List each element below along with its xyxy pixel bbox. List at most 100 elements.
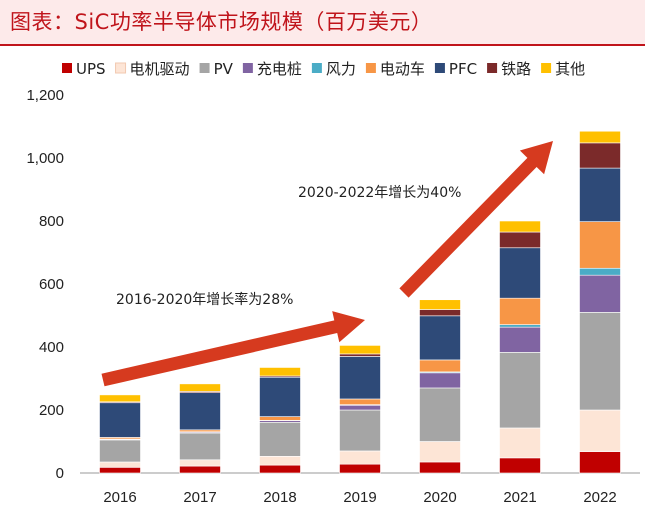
bar-segment <box>499 247 541 299</box>
bar-segment <box>339 463 381 474</box>
legend-swatch <box>242 63 253 73</box>
title-bar: 图表：SiC功率半导体市场规模（百万美元） <box>0 0 645 44</box>
legend-item: 电动车 <box>365 60 425 78</box>
legend-swatch <box>487 63 498 73</box>
legend-swatch <box>115 62 127 74</box>
bar-stack-2021 <box>499 220 541 474</box>
bar-segment <box>339 353 381 357</box>
bar-segment <box>499 324 541 328</box>
bar-segment <box>259 367 301 377</box>
bar-segment <box>579 142 621 169</box>
bar-segment <box>339 409 381 452</box>
bars <box>99 130 621 474</box>
legend-item: PFC <box>434 60 477 78</box>
bar-segment <box>579 451 621 474</box>
legend-item: 电机驱动 <box>115 60 190 78</box>
bar-segment <box>259 376 301 417</box>
bar-segment <box>99 402 141 438</box>
growth-arrow-2016-2020 <box>101 311 365 387</box>
growth-annotation: 2020-2022年增长为40% <box>298 185 461 201</box>
legend-label: 电动车 <box>380 60 425 78</box>
legend-swatch <box>365 63 376 73</box>
bar-segment <box>579 312 621 411</box>
legend-swatch <box>199 63 210 73</box>
title-divider <box>0 44 645 46</box>
x-tick-label: 2022 <box>583 489 616 506</box>
legend: UPS 电机驱动 PV 充电桩 风力 电动车 PFC 铁路 其他 <box>62 60 585 78</box>
y-tick-label: 1,000 <box>26 150 64 167</box>
bar-segment <box>179 459 221 467</box>
bar-stack-2019 <box>339 345 381 474</box>
bar-stack-2016 <box>99 394 141 474</box>
y-tick-label: 0 <box>56 465 64 482</box>
x-tick-label: 2016 <box>103 489 136 506</box>
bar-segment <box>499 427 541 459</box>
legend-label: PV <box>214 60 234 78</box>
bar-segment <box>419 299 461 310</box>
legend-label: 电机驱动 <box>130 60 190 78</box>
y-tick-label: 800 <box>39 213 64 230</box>
bar-segment <box>339 398 381 405</box>
legend-item: PV <box>199 60 234 78</box>
y-tick-label: 200 <box>39 402 64 419</box>
bar-segment <box>499 352 541 429</box>
y-tick-label: 600 <box>39 276 64 293</box>
bar-segment <box>259 421 301 457</box>
bar-segment <box>579 267 621 276</box>
bar-stack-2018 <box>259 367 301 474</box>
legend-label: 风力 <box>326 60 356 78</box>
page-title: 图表：SiC功率半导体市场规模（百万美元） <box>10 10 433 34</box>
bar-segment <box>499 326 541 353</box>
bar-segment <box>419 387 461 442</box>
bar-stack-2020 <box>419 299 461 474</box>
x-tick-label: 2018 <box>263 489 296 506</box>
legend-item: 充电桩 <box>242 60 302 78</box>
bar-segment <box>179 383 221 392</box>
legend-label: PFC <box>449 60 477 78</box>
legend-item: 风力 <box>311 60 356 78</box>
legend-label: 其他 <box>555 60 585 78</box>
x-axis: 2016 2017 2018 2019 2020 2021 2022 <box>103 489 616 506</box>
bar-segment <box>179 392 221 431</box>
bar-segment <box>579 221 621 269</box>
bar-segment <box>259 464 301 474</box>
bar-segment <box>579 409 621 452</box>
bar-segment <box>99 439 141 463</box>
x-tick-label: 2021 <box>503 489 536 506</box>
y-tick-label: 400 <box>39 339 64 356</box>
bar-stack-2022 <box>579 130 621 474</box>
bar-segment <box>339 404 381 411</box>
x-tick-label: 2017 <box>183 489 216 506</box>
bar-segment <box>339 345 381 355</box>
bar-segment <box>99 461 141 468</box>
bar-segment <box>579 274 621 313</box>
bar-segment <box>339 450 381 465</box>
legend-swatch <box>434 63 445 73</box>
bar-segment <box>259 416 301 421</box>
bar-segment <box>339 356 381 400</box>
bar-segment <box>179 465 221 474</box>
legend-label: UPS <box>76 60 106 78</box>
growth-arrows <box>101 141 553 387</box>
bar-segment <box>579 167 621 222</box>
bar-segment <box>99 394 141 403</box>
y-tick-label: 1,200 <box>26 87 64 104</box>
legend-item: 铁路 <box>487 60 531 78</box>
bar-segment <box>419 315 461 361</box>
y-axis: 0 200 400 600 800 1,000 1,200 <box>26 87 64 482</box>
bar-segment <box>259 456 301 466</box>
growth-arrow-2020-2022 <box>399 141 553 298</box>
legend-item: 其他 <box>541 60 585 78</box>
bar-stack-2017 <box>179 383 221 474</box>
bar-segment <box>499 220 541 233</box>
annotations: 2016-2020年增长率为28% 2020-2022年增长为40% <box>116 185 461 308</box>
bar-segment <box>419 461 461 474</box>
x-tick-label: 2020 <box>423 489 456 506</box>
bar-segment <box>419 372 461 389</box>
bar-segment <box>419 441 461 463</box>
bar-segment <box>99 467 141 474</box>
legend-swatch <box>62 63 72 73</box>
bar-segment <box>419 359 461 373</box>
legend-label: 充电桩 <box>257 60 302 78</box>
